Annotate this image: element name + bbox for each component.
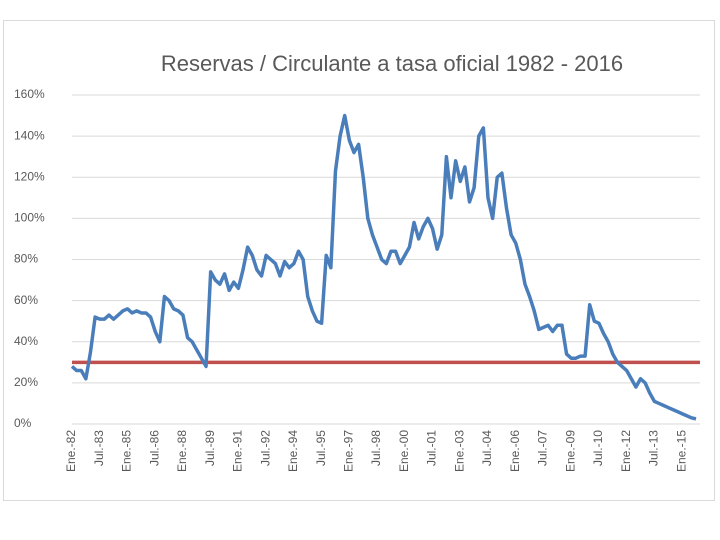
x-tick-label: Ene.-82 (64, 430, 78, 472)
x-tick-label: Ene.-15 (674, 430, 688, 472)
y-tick-label: 100% (14, 211, 45, 225)
x-tick-label: Ene.-12 (619, 430, 633, 472)
x-tick-label: Ene.-00 (397, 430, 411, 472)
data-line (70, 113, 697, 421)
x-tick-label: Ene.-91 (231, 430, 245, 472)
x-tick-label: Ene.-97 (342, 430, 356, 472)
x-tick-label: Jul.-86 (147, 430, 161, 466)
x-tick-label: Jul.-98 (369, 430, 383, 466)
y-tick-label: 120% (14, 169, 45, 183)
x-tick-label: Ene.-03 (452, 430, 466, 472)
x-tick-label: Jul.-07 (536, 430, 550, 466)
x-tick-label: Jul.-95 (314, 430, 328, 466)
y-tick-label: 80% (14, 252, 38, 266)
x-tick-label: Jul.-01 (425, 430, 439, 466)
y-tick-label: 40% (14, 334, 38, 348)
x-tick-label: Jul.-89 (203, 430, 217, 466)
x-tick-label: Jul.-13 (647, 430, 661, 466)
y-tick-label: 140% (14, 128, 45, 142)
chart-title: Reservas / Circulante a tasa oficial 198… (161, 51, 623, 76)
x-tick-label: Jul.-04 (480, 430, 494, 466)
y-tick-label: 60% (14, 293, 38, 307)
x-tick-label: Jul.-10 (591, 430, 605, 466)
x-tick-label: Jul.-92 (258, 430, 272, 466)
y-tick-label: 160% (14, 87, 45, 101)
x-tick-label: Ene.-06 (508, 430, 522, 472)
x-tick-label: Ene.-88 (175, 430, 189, 472)
x-tick-label: Ene.-85 (120, 430, 134, 472)
x-tick-label: Ene.-94 (286, 430, 300, 472)
y-tick-label: 0% (14, 416, 32, 430)
y-tick-label: 20% (14, 375, 38, 389)
x-tick-label: Jul.-83 (92, 430, 106, 466)
chart-frame (3, 20, 715, 501)
x-tick-label: Ene.-09 (563, 430, 577, 472)
